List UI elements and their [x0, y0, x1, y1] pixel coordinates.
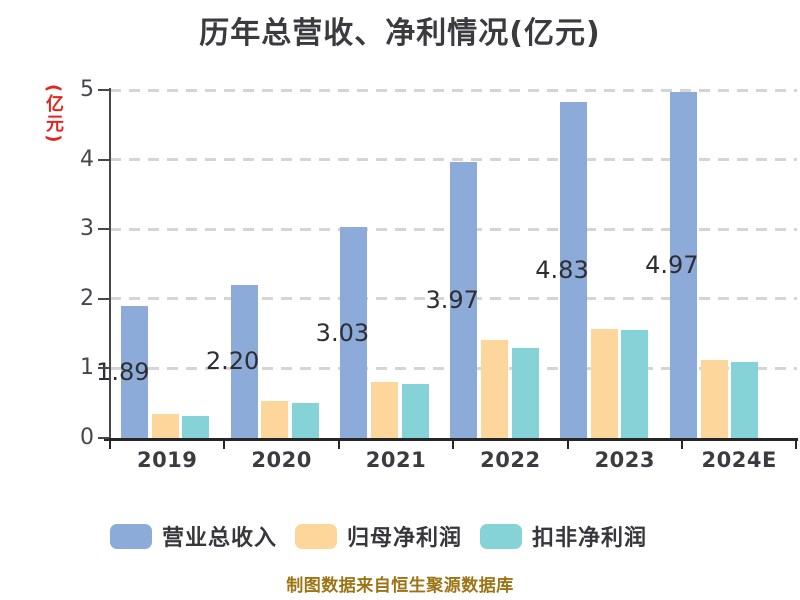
bar-net-profit-2020: [261, 401, 289, 438]
legend-label-revenue: 营业总收入: [162, 526, 278, 551]
bar-non-gaap-net-profit-2024E: [731, 362, 759, 438]
y-tick-label: 4: [80, 146, 94, 172]
y-tick-label: 0: [80, 425, 94, 450]
y-tick: [98, 367, 109, 370]
y-tick-label: 5: [80, 77, 94, 102]
footer-credit: 制图数据来自恒生聚源数据库: [286, 576, 514, 596]
bar-value-label: 4.83: [535, 255, 589, 284]
bar-value-label: 1.89: [96, 358, 150, 387]
bar-revenue-2021: [340, 227, 368, 438]
bar-revenue-2024E: [669, 92, 697, 438]
x-tick: [452, 440, 455, 449]
legend-swatch-net-profit: [295, 523, 338, 549]
bar-revenue-2022: [450, 161, 478, 438]
x-tick: [337, 440, 340, 449]
bar-net-profit-2024E: [700, 360, 728, 438]
bar-non-gaap-net-profit-2020: [292, 403, 319, 438]
y-axis-title: (亿元): [43, 84, 64, 145]
bar-revenue-2023: [560, 101, 587, 438]
y-tick: [98, 228, 109, 231]
y-tick: [98, 297, 109, 300]
x-axis-label-2023: 2023: [594, 448, 656, 472]
bar-net-profit-2019: [151, 414, 179, 438]
legend-label-non-gaap-net-profit: 扣非净利润: [532, 526, 648, 551]
legend-label-net-profit: 归母净利润: [347, 526, 463, 551]
bar-value-label: 3.03: [315, 318, 370, 347]
y-tick: [98, 89, 109, 91]
chart-title: 历年总营收、净利情况(亿元): [199, 16, 601, 51]
y-tick: [98, 158, 109, 161]
bar-value-label: 3.97: [425, 285, 479, 314]
y-tick-label: 1: [80, 355, 94, 381]
x-tick: [681, 440, 683, 449]
gridline: [110, 88, 797, 92]
bar-non-gaap-net-profit-2023: [621, 330, 649, 438]
x-tick: [566, 440, 569, 449]
x-axis-label-2024E: 2024E: [701, 448, 777, 472]
bar-value-label: 4.97: [645, 251, 699, 280]
x-axis-label-2021: 2021: [365, 448, 427, 472]
y-tick-label: 2: [80, 285, 94, 311]
bar-revenue-2019: [120, 306, 148, 438]
gridline: [110, 158, 797, 162]
bar-non-gaap-net-profit-2021: [401, 384, 429, 438]
x-tick: [223, 440, 226, 449]
legend-swatch-non-gaap-net-profit: [480, 523, 523, 549]
bar-net-profit-2023: [590, 329, 618, 438]
bar-non-gaap-net-profit-2019: [182, 416, 210, 438]
bar-net-profit-2021: [371, 381, 399, 438]
x-tick: [795, 440, 798, 449]
x-axis-line: [104, 438, 798, 441]
y-axis-line: [108, 88, 111, 440]
bar-value-label: 2.20: [205, 347, 260, 376]
x-axis-label-2022: 2022: [480, 448, 541, 472]
bar-non-gaap-net-profit-2022: [511, 347, 539, 438]
bar-net-profit-2022: [480, 339, 508, 438]
legend-item-net-profit: 归母净利润: [295, 520, 462, 552]
bar-revenue-2020: [230, 284, 258, 438]
legend-swatch-revenue: [110, 523, 152, 549]
x-axis-label-2019: 2019: [136, 448, 198, 472]
y-tick: [98, 437, 109, 439]
legend: 营业总收入 归母净利润 扣非净利润: [110, 520, 647, 552]
legend-item-non-gaap-net-profit: 扣非净利润: [480, 520, 647, 552]
x-tick: [109, 440, 111, 449]
x-axis-label-2020: 2020: [251, 448, 312, 472]
y-tick-label: 3: [80, 216, 94, 242]
legend-item-revenue: 营业总收入: [110, 520, 277, 552]
